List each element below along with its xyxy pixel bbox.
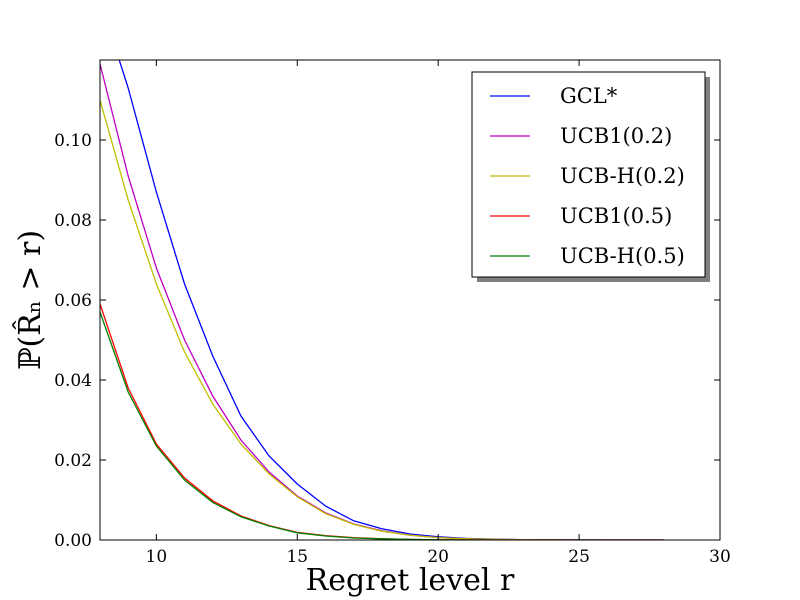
x-tick-label-2: 20 xyxy=(427,547,449,567)
legend-label-3: UCB1(0.5) xyxy=(560,204,672,228)
legend-label-4: UCB-H(0.5) xyxy=(560,244,685,268)
x-axis-label: Regret level r xyxy=(306,563,515,598)
y-tick-label-3: 0.06 xyxy=(54,291,92,311)
x-tick-label-4: 30 xyxy=(709,547,731,567)
legend-label-1: UCB1(0.2) xyxy=(560,124,672,148)
ticks-group: 10 15 20 25 30 0.00 0.02 0.04 0.06 0.08 0.10 xyxy=(54,60,731,567)
legend-label-0: GCL* xyxy=(560,84,618,108)
y-tick-label-4: 0.08 xyxy=(54,211,92,231)
legend: GCL* UCB1(0.2) UCB-H(0.2) UCB1(0.5) UCB-H(0.… xyxy=(471,71,710,282)
x-tick-label-3: 25 xyxy=(568,547,590,567)
plot-frame xyxy=(99,59,721,541)
y-tick-label-5: 0.10 xyxy=(54,131,92,151)
series-line-4 xyxy=(100,311,664,540)
y-tick-label-1: 0.02 xyxy=(54,451,92,471)
legend-label-2: UCB-H(0.2) xyxy=(560,164,685,188)
x-tick-label-1: 15 xyxy=(286,547,308,567)
legend-box xyxy=(471,71,706,278)
y-tick-label-0: 0.00 xyxy=(54,531,92,551)
y-axis-label: ℙ(R̂ₙ > r) xyxy=(13,230,48,370)
y-tick-label-2: 0.04 xyxy=(54,371,92,391)
x-tick-label-0: 10 xyxy=(146,547,168,567)
